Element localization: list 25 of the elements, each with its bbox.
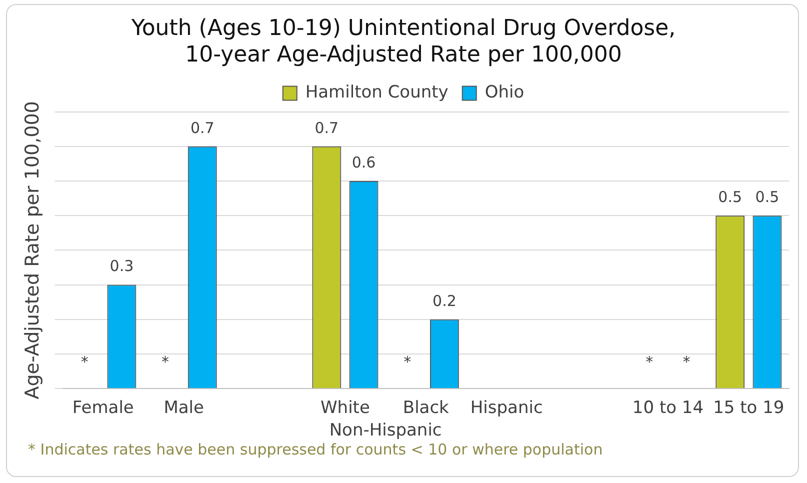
legend-label: Hamilton County	[305, 82, 448, 103]
text: *	[80, 352, 88, 371]
text: Non-Hispanic	[329, 420, 442, 441]
x-tick-label: 10 to 14	[632, 398, 704, 418]
x-tick-label: 15 to 19	[713, 398, 784, 418]
x-tick-label: Hispanic	[470, 398, 543, 418]
x-tick-label: Male	[164, 398, 204, 418]
data-label: 0.7	[314, 118, 339, 137]
data-label: 0.6	[352, 153, 376, 172]
legend-label: Ohio	[484, 82, 524, 103]
text: *	[646, 352, 654, 371]
text: * Indicates rates have been suppressed for counts < 10 or where population	[28, 440, 603, 458]
x-tick-label: White	[320, 398, 370, 418]
text: *	[682, 352, 690, 371]
data-label: 0.5	[718, 188, 742, 206]
data-label: 0.2	[432, 292, 456, 310]
y-axis-title: Age-Adjusted Rate per 100,000	[21, 101, 44, 400]
x-tick-label: Female	[72, 398, 134, 418]
data-label: 0.7	[190, 118, 214, 137]
text: *	[162, 352, 170, 371]
text: *	[404, 352, 412, 371]
x-tick-label: Black	[402, 398, 450, 418]
data-label: 0.5	[755, 188, 780, 206]
data-label: 0.3	[110, 257, 134, 276]
chart-title: Youth (Ages 10-19) Unintentional Drug Overdose, 10-year Age-Adjusted Rate per 100,000	[130, 16, 676, 68]
